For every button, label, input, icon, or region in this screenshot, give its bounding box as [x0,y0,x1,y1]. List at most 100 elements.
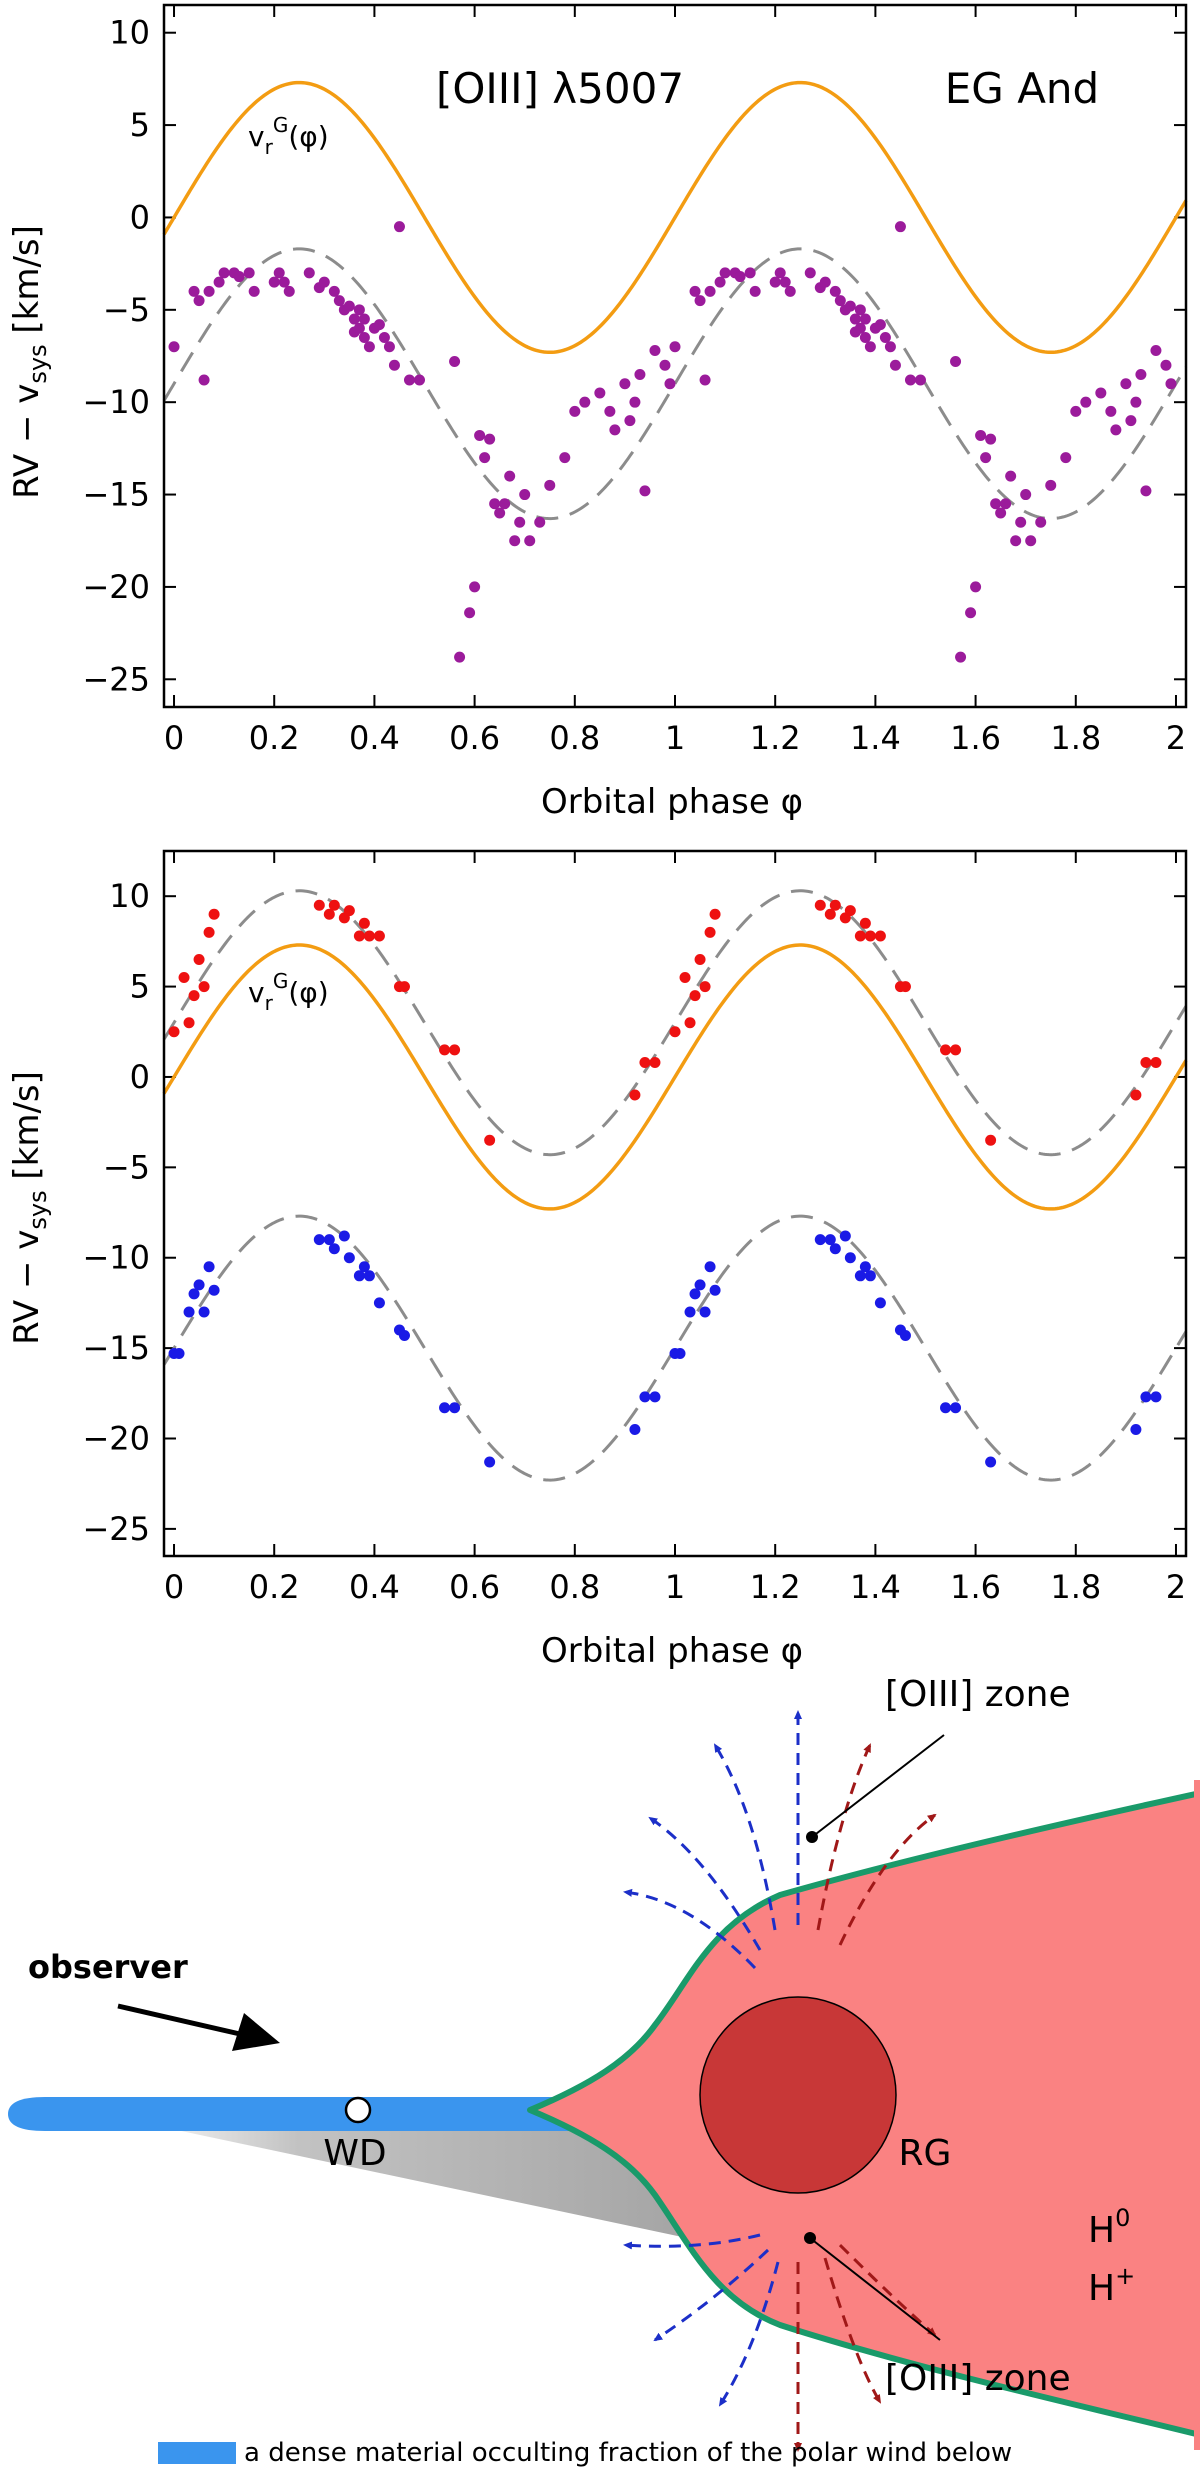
data-point [674,1348,686,1360]
flow-arrow-blue [718,2261,780,2407]
data-point [484,433,496,445]
y-tick-label: −15 [82,476,150,514]
data-point [358,313,370,325]
panel2-curve-label: vrG(φ) [248,969,329,1015]
oiii-zone-bottom-label: [OIII] zone [885,2358,1071,2399]
data-point [323,1234,335,1246]
x-tick-label: 1.2 [750,719,801,757]
data-point [414,374,425,386]
x-tick-label: 2 [1166,719,1186,757]
data-point [844,300,856,312]
data-point [849,313,861,325]
data-point [814,1234,826,1246]
wind-right-cover [1194,1780,1200,2450]
data-point [393,221,405,233]
data-point [499,498,511,510]
data-point [774,267,786,279]
x-tick-label: 0.4 [349,1568,400,1606]
data-point [203,926,215,938]
data-point [484,1456,496,1468]
data-point [173,1348,185,1360]
data-point [874,930,886,942]
data-point [208,908,220,920]
data-point [383,341,395,353]
data-point [649,1391,661,1403]
data-point [854,304,866,316]
legend-text: a dense material occulting fraction of t… [244,2438,1012,2468]
data-point [914,374,926,386]
data-point [864,341,876,353]
data-point [854,322,866,334]
giant-orbit-curve [162,80,1188,355]
data-point [559,452,571,464]
data-point [198,981,210,993]
oiii-zone-top: [OIII] zone [806,1674,1071,1843]
data-point [208,1284,220,1296]
data-point [639,485,651,497]
data-point [629,396,641,408]
panel2-xlabel: Orbital phase φ [541,1631,803,1671]
flow-arrow-red [838,1813,937,1946]
x-tick-label: 1.4 [850,719,901,757]
data-point [1130,1423,1142,1435]
data-point [829,1243,841,1255]
data-point [950,1044,962,1056]
data-point [1130,396,1142,408]
data-point [398,1329,410,1341]
data-point [609,424,621,436]
x-tick-label: 1.2 [750,1568,801,1606]
data-point [889,359,901,371]
data-point [363,930,375,942]
data-point [313,899,325,911]
data-point [714,276,726,288]
data-point [829,285,841,297]
data-point [769,276,781,288]
data-point [343,1252,355,1264]
data-point [819,276,831,288]
data-point [188,285,200,297]
data-point [454,651,466,663]
data-point [243,267,255,279]
data-point [844,1252,856,1264]
data-point [403,374,415,386]
data-point [439,1044,451,1056]
panel1-title: [OIII] λ5007 [436,64,684,113]
data-point [639,1057,651,1068]
panel2-axes: 0 0.2 0.4 0.6 0.8 1 1.2 1.4 1.6 1.8 2 10 5 0 −5 −10 −15 −… [82,851,1186,1606]
data-point [514,516,526,528]
x-tick-label: 0 [164,719,184,757]
data-point [353,930,365,942]
data-point [303,267,315,279]
geometry-sketch: observer [OIII] zone [OIII] zone WD RG H… [8,1674,1200,2468]
y-tick-label: 10 [109,877,150,915]
data-point [188,990,200,1002]
data-point [604,405,616,417]
data-point [709,908,721,920]
data-point [904,374,916,386]
panel-oiii-rv: 0 0.2 0.4 0.6 0.8 1 1.2 1.4 1.6 1.8 2 10 5 0 −5 −10 −15 −… [7,3,1188,822]
data-point [734,271,746,283]
data-point [699,981,711,993]
data-point [659,359,671,371]
data-point [328,285,340,297]
data-point [358,917,370,929]
flow-arrow-red [816,1743,872,1931]
fit-curve [162,889,1188,1157]
data-point [854,1270,866,1282]
data-point [183,1306,195,1318]
data-point [378,332,390,344]
data-point [699,374,711,386]
data-point [844,905,856,917]
data-point [218,267,230,279]
panel-double-peak-rv: 0 0.2 0.4 0.6 0.8 1 1.2 1.4 1.6 1.8 2 10 5 0 −5 −10 −15 −… [7,849,1188,1671]
data-point [694,295,706,307]
data-point [343,300,355,312]
x-tick-label: 0.6 [449,719,500,757]
x-tick-label: 1.6 [950,1568,1001,1606]
data-point [779,276,791,288]
data-point [970,581,982,593]
data-point [373,930,385,942]
data-point [569,405,581,417]
data-point [579,396,591,408]
data-point [333,295,345,307]
